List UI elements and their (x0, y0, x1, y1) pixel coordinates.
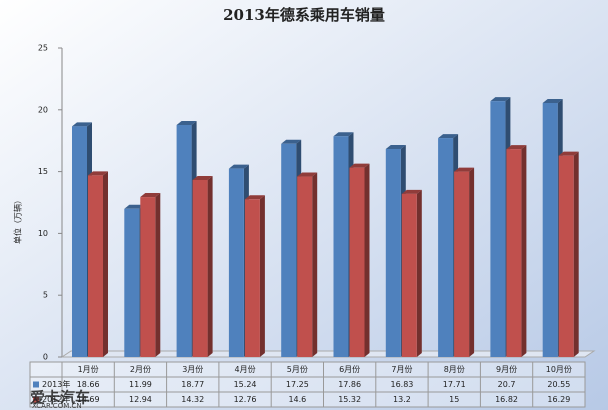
x-tick-label: 10月份 (546, 364, 572, 374)
x-tick-label: 7月份 (391, 364, 412, 374)
bar (88, 175, 103, 357)
bar-side (103, 171, 108, 357)
bar-top (490, 97, 511, 102)
table-value: 16.29 (547, 395, 570, 404)
y-tick-label: 15 (38, 167, 48, 176)
bar (401, 193, 417, 357)
bar-top (244, 195, 265, 200)
x-tick-label: 1月份 (78, 364, 99, 374)
bar-side (207, 176, 213, 357)
table-value: 15.24 (234, 380, 257, 389)
bar-side (364, 163, 370, 357)
table-value: 17.71 (443, 380, 466, 389)
x-tick-label: 5月份 (287, 364, 308, 374)
x-tick-label: 8月份 (444, 364, 465, 374)
bar (542, 103, 558, 357)
bar-top (385, 144, 406, 149)
table-value: 14.6 (288, 395, 306, 404)
bar-side (155, 193, 161, 357)
bar-top (333, 132, 354, 137)
table-value: 15.32 (338, 395, 361, 404)
bar (281, 143, 297, 357)
bar-top (542, 99, 563, 104)
bar-top (558, 151, 579, 156)
bar (140, 197, 156, 357)
bar (506, 149, 522, 357)
bar-top (281, 139, 302, 144)
bar-side (521, 145, 527, 357)
table-value: 13.2 (393, 395, 411, 404)
table-value: 12.76 (234, 395, 257, 404)
table-value: 12.94 (129, 395, 152, 404)
chart-title: 2013年德系乘用车销量 (223, 6, 385, 24)
bar-side (259, 195, 265, 357)
bar (385, 148, 401, 357)
table-value: 17.25 (286, 380, 309, 389)
x-tick-label: 4月份 (235, 364, 256, 374)
bar-top (140, 193, 161, 198)
bar-side (416, 189, 422, 357)
table-value: 18.66 (77, 380, 100, 389)
bar-top (297, 172, 318, 177)
bar-side (573, 151, 579, 357)
bar-top (88, 171, 108, 176)
bar-top (438, 134, 459, 139)
y-tick-label: 0 (43, 353, 48, 362)
x-tick-label: 6月份 (339, 364, 360, 374)
bar (333, 136, 349, 357)
y-tick-label: 10 (38, 229, 48, 238)
table-value: 14.69 (77, 395, 100, 404)
bar-top (176, 121, 197, 126)
table-value: 16.82 (495, 395, 518, 404)
bar-top (124, 204, 145, 209)
bar (558, 155, 574, 357)
table-value: 15 (449, 395, 459, 404)
table-value: 20.7 (498, 380, 516, 389)
y-tick-label: 25 (38, 44, 48, 53)
bar (72, 126, 87, 357)
watermark: 爱卡汽车 (30, 389, 90, 407)
legend-swatch (33, 381, 39, 388)
bar-side (312, 172, 318, 357)
data-table (29, 361, 586, 408)
y-tick-label: 20 (38, 105, 48, 114)
bar-top (192, 176, 213, 181)
y-axis-label: 单位（万辆） (13, 196, 23, 244)
x-tick-label: 2月份 (130, 364, 151, 374)
table-value: 14.32 (181, 395, 204, 404)
legend-label: 2013年 (42, 379, 70, 389)
bar-top (454, 167, 475, 172)
x-tick-label: 9月份 (496, 364, 517, 374)
bar (297, 176, 313, 357)
bar-top (506, 145, 527, 150)
bar (490, 101, 506, 357)
bar (124, 208, 140, 357)
bar (349, 167, 365, 357)
x-tick-label: 3月份 (182, 364, 203, 374)
bar-side (469, 167, 475, 357)
bar-top (349, 163, 370, 168)
legend-label: 2012年 (42, 394, 70, 404)
table-value: 18.77 (181, 380, 204, 389)
bar (176, 125, 192, 357)
bar (192, 180, 208, 357)
table-value: 17.86 (338, 380, 361, 389)
watermark-sub: XCAR.COM.CN (32, 402, 82, 410)
table-value: 20.55 (547, 380, 570, 389)
bar (244, 199, 260, 357)
table-value: 16.83 (390, 380, 413, 389)
bar (228, 168, 244, 357)
bar-top (72, 122, 92, 127)
table-value: 11.99 (129, 380, 152, 389)
y-tick-label: 5 (43, 291, 48, 300)
bar (454, 171, 470, 357)
bar (438, 138, 454, 357)
bar-top (401, 189, 422, 194)
legend-swatch (33, 396, 39, 403)
bar-top (228, 164, 249, 169)
